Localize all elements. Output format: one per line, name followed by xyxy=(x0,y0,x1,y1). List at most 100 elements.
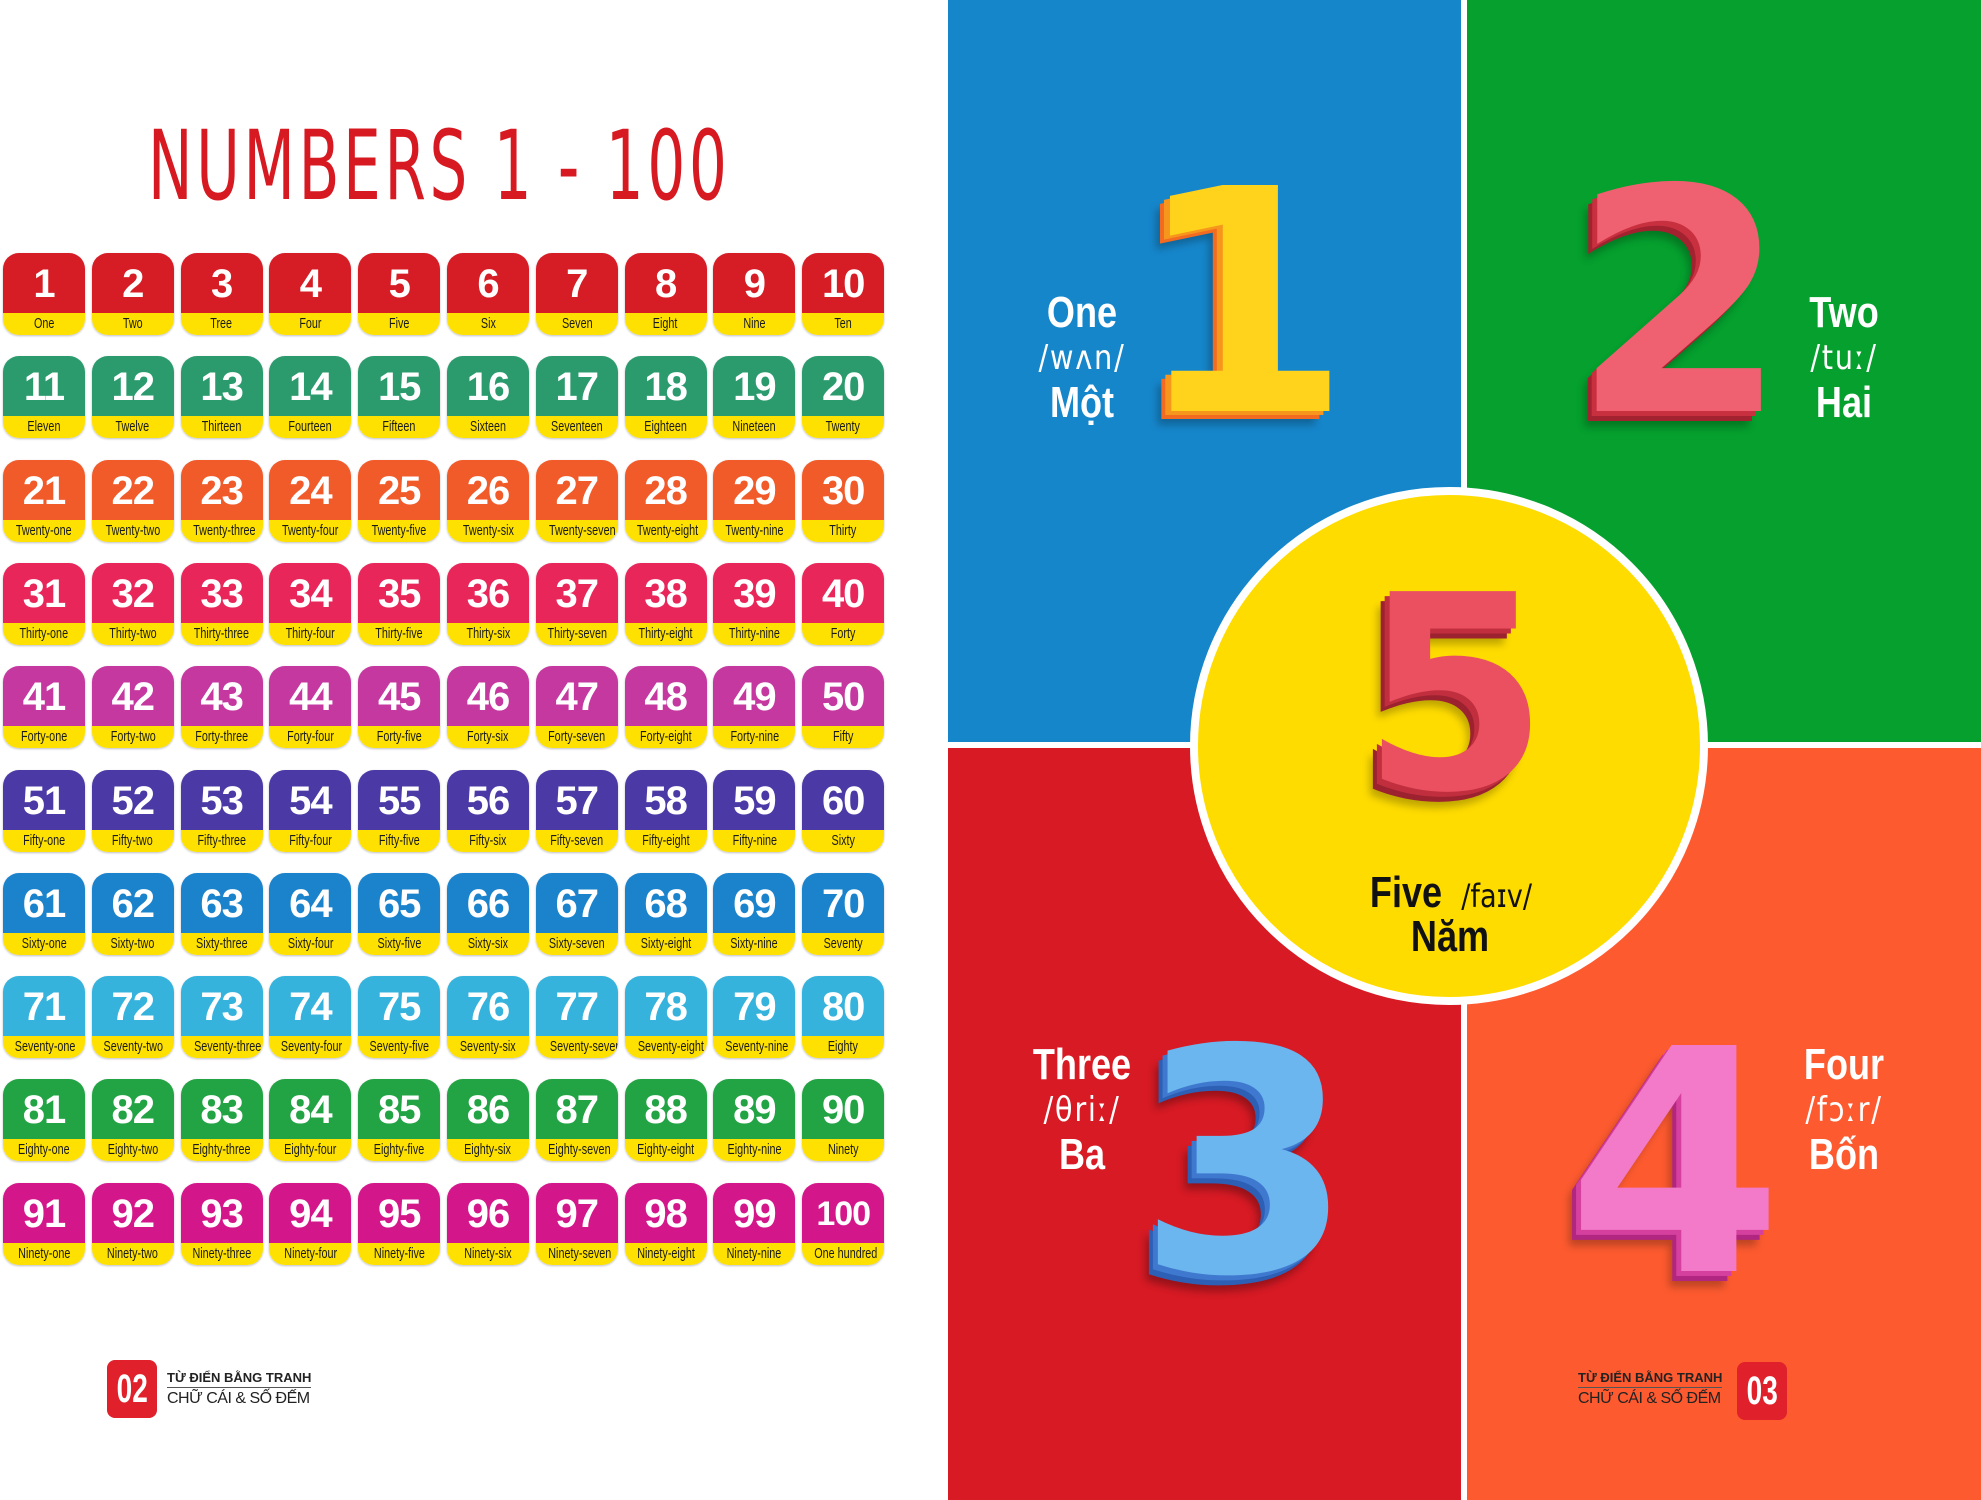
tile-label: Eighty-seven xyxy=(547,1141,611,1159)
number-tile: 87 Eighty-seven xyxy=(535,1079,618,1162)
tile-number: 2 xyxy=(91,253,174,313)
tile-label: Sixty-six xyxy=(467,934,509,952)
page-number-badge-right: 03 xyxy=(1737,1362,1787,1420)
tile-label: Thirty-six xyxy=(466,624,510,642)
tile-number: 11 xyxy=(3,356,85,417)
number-tile: 5 Five xyxy=(358,253,441,335)
number-tile: 72 Seventy-two xyxy=(91,976,174,1059)
tile-label: Ninety-one xyxy=(17,1244,71,1262)
number-tile: 36 Thirty-six xyxy=(447,562,529,645)
number-tile: 59 Fifty-nine xyxy=(713,769,796,852)
tile-number: 71 xyxy=(3,976,85,1037)
series-subtitle: CHỮ CÁI & SỐ ĐẾM xyxy=(1578,1390,1721,1407)
tile-label: Sixty-one xyxy=(21,934,67,952)
number-tile: 57 Fifty-seven xyxy=(535,769,618,852)
tile-label: Forty-five xyxy=(376,728,422,746)
tile-label: Eleven xyxy=(27,418,61,436)
english-word: Four xyxy=(1803,1040,1885,1089)
number-tile: 6 Six xyxy=(447,253,529,335)
tile-number: 67 xyxy=(535,872,618,933)
tile-number: 14 xyxy=(269,356,352,417)
tile-label: Seventy-eight xyxy=(637,1038,704,1056)
number-tile: 82 Eighty-two xyxy=(91,1079,174,1162)
tile-number: 24 xyxy=(269,459,352,520)
tile-number: 61 xyxy=(3,872,85,933)
tile-number: 99 xyxy=(713,1182,796,1243)
tile-label: Twenty-one xyxy=(16,521,72,539)
tile-number: 45 xyxy=(358,666,441,727)
number-tile: 94 Ninety-four xyxy=(269,1182,352,1265)
number-tile: 9 Nine xyxy=(713,253,796,335)
tile-label: Thirty-three xyxy=(193,624,250,642)
tile-number: 42 xyxy=(91,666,174,727)
number-tile: 79 Seventy-nine xyxy=(713,976,796,1059)
tile-label: Thirty xyxy=(829,521,857,539)
tile-label: Fifty-six xyxy=(469,831,507,849)
tile-number: 28 xyxy=(624,459,707,520)
tile-number: 54 xyxy=(269,769,352,830)
tile-label: Fifty-one xyxy=(22,831,66,849)
tile-label: Fifty-three xyxy=(197,831,246,849)
tile-label: Sixty-nine xyxy=(730,934,779,952)
number-tile: 55 Fifty-five xyxy=(358,769,441,852)
tile-label: Fifty-seven xyxy=(550,831,604,849)
tile-number: 8 xyxy=(624,253,707,313)
number-tile: 1 One xyxy=(3,253,85,335)
number-tile: 7 Seven xyxy=(535,253,618,335)
number-tile: 20 Twenty xyxy=(802,356,885,439)
tile-number: 46 xyxy=(447,666,529,727)
number-tile: 29 Twenty-nine xyxy=(713,459,796,542)
tile-number: 1 xyxy=(3,253,85,313)
tile-label: Seventeen xyxy=(550,418,603,436)
tile-number: 86 xyxy=(447,1079,529,1140)
tile-label: Eighty xyxy=(828,1038,859,1056)
number-tile: 31 Thirty-one xyxy=(3,562,85,645)
tile-number: 80 xyxy=(802,976,885,1037)
tile-label: Ninety-eight xyxy=(636,1244,695,1262)
tile-label: Seventy-one xyxy=(14,1038,76,1056)
tile-number: 25 xyxy=(358,459,441,520)
tile-label: Sixty-three xyxy=(195,934,248,952)
tile-number: 31 xyxy=(3,562,85,623)
tile-label: Nineteen xyxy=(732,418,776,436)
center-circle xyxy=(1190,487,1708,1005)
number-tile: 19 Nineteen xyxy=(713,356,796,439)
tile-number: 77 xyxy=(535,976,618,1037)
number-tile: 84 Eighty-four xyxy=(269,1079,352,1162)
tile-number: 89 xyxy=(713,1079,796,1140)
number-tile: 75 Seventy-five xyxy=(358,976,441,1059)
tile-number: 30 xyxy=(802,459,885,520)
tile-label: Sixty xyxy=(831,831,855,849)
number-tile: 27 Twenty-seven xyxy=(535,459,618,542)
tile-label: Seventy-six xyxy=(460,1038,516,1056)
tile-label: Forty-four xyxy=(286,728,334,746)
number-tile: 99 Ninety-nine xyxy=(713,1182,796,1265)
tile-label: Fifty-four xyxy=(289,831,332,849)
tile-number: 94 xyxy=(269,1182,352,1243)
number-tile: 14 Fourteen xyxy=(269,356,352,439)
tile-label: Eight xyxy=(653,315,678,332)
tile-label: Fourteen xyxy=(288,418,332,436)
number-tile: 49 Forty-nine xyxy=(713,666,796,749)
vietnamese-word: Một xyxy=(1049,378,1115,427)
tile-number: 92 xyxy=(91,1182,174,1243)
tile-number: 16 xyxy=(447,356,529,417)
tile-number: 13 xyxy=(180,356,263,417)
tile-number: 91 xyxy=(3,1182,85,1243)
tile-label: Sixty-four xyxy=(287,934,334,952)
number-tile: 11 Eleven xyxy=(3,356,85,439)
tile-number: 5 xyxy=(358,253,441,313)
tile-number: 38 xyxy=(624,562,707,623)
tile-number: 88 xyxy=(624,1079,707,1140)
number-tile: 90 Ninety xyxy=(802,1079,885,1162)
tile-label: Seventy-four xyxy=(281,1038,343,1056)
tile-label: Fifty-eight xyxy=(641,831,690,849)
number-tile: 92 Ninety-two xyxy=(91,1182,174,1265)
tile-number: 51 xyxy=(3,769,85,830)
tile-number: 35 xyxy=(358,562,441,623)
tile-number: 50 xyxy=(802,666,885,727)
number-tile: 89 Eighty-nine xyxy=(713,1079,796,1162)
tile-label: Twenty-nine xyxy=(725,521,784,539)
tile-number: 49 xyxy=(713,666,796,727)
number-tile: 88 Eighty-eight xyxy=(624,1079,707,1162)
